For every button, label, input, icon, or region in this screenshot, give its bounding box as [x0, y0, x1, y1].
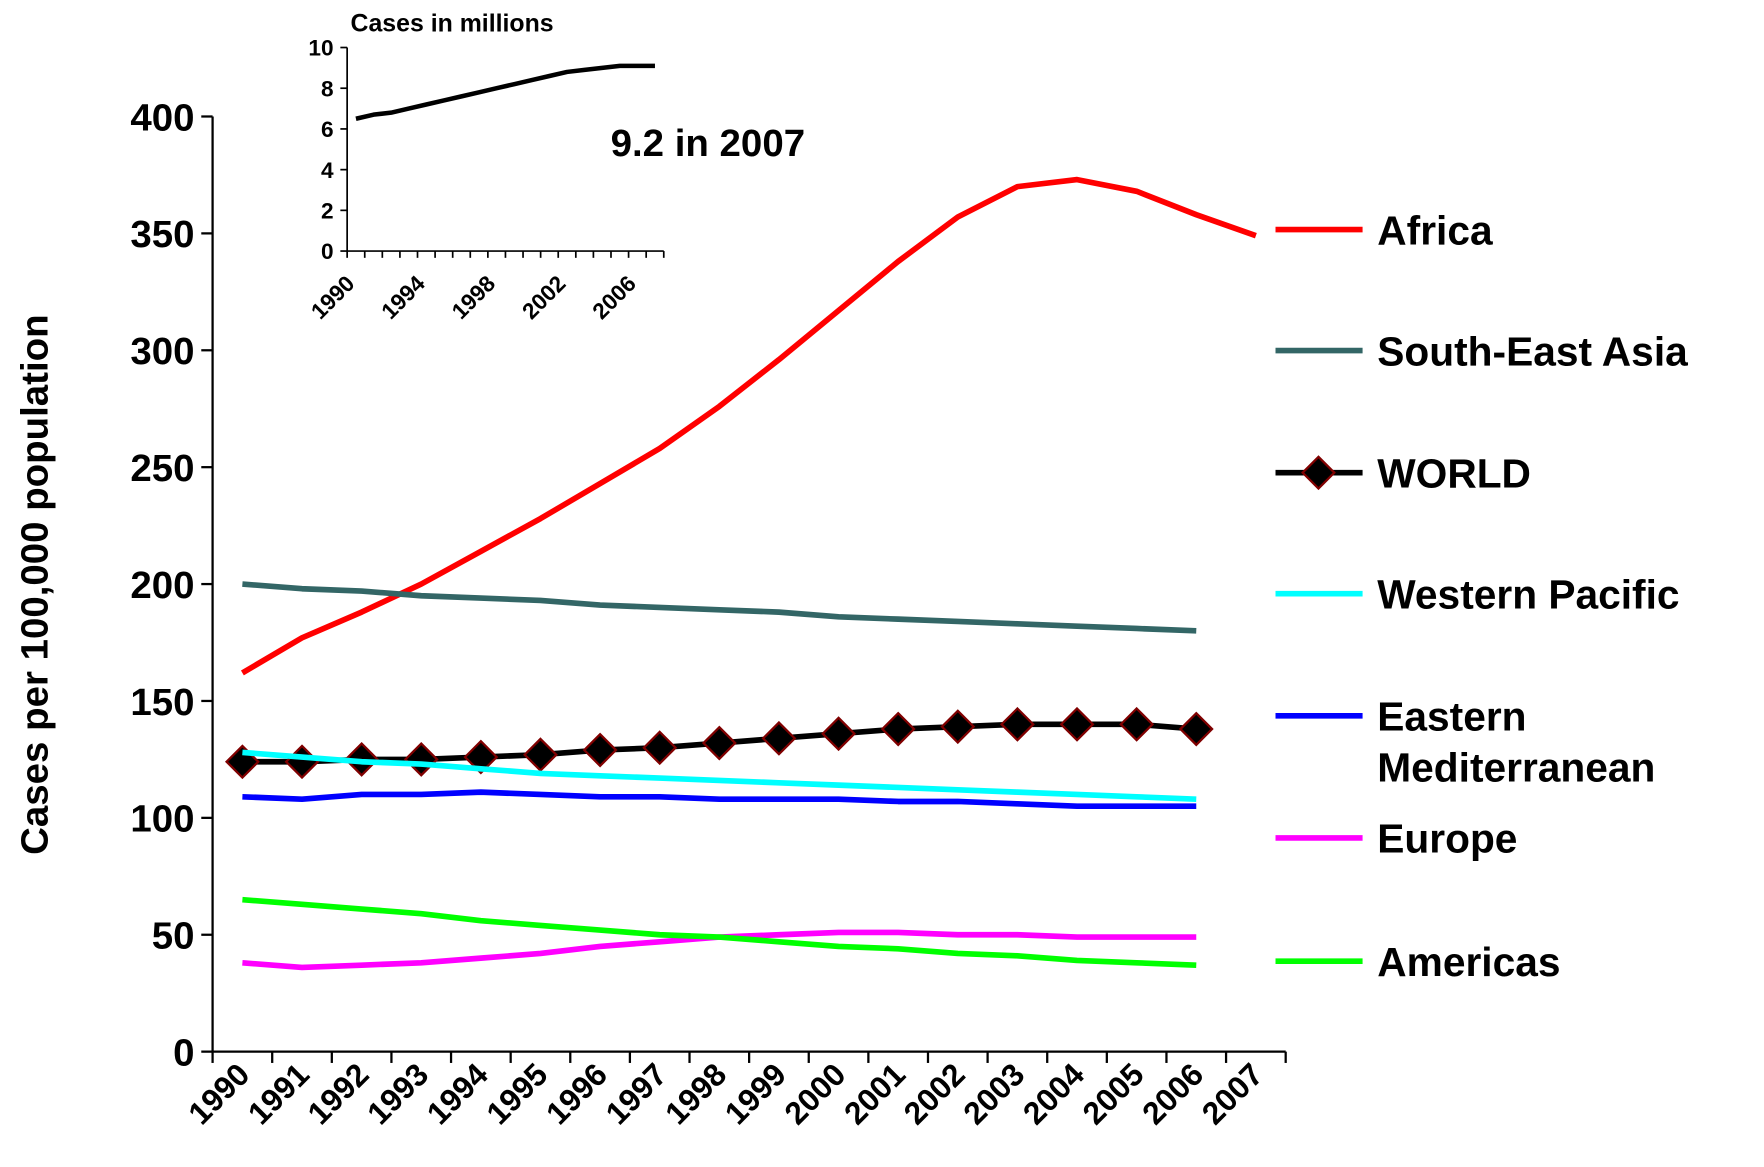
x-tick-label: 1992 [300, 1056, 375, 1131]
marker [1059, 706, 1095, 742]
y-tick-label: 250 [130, 447, 194, 490]
x-tick-label: 2005 [1075, 1056, 1150, 1131]
x-tick-label: 1994 [420, 1056, 496, 1132]
marker [761, 720, 797, 756]
x-tick-label: 1998 [658, 1056, 733, 1131]
series-line [240, 176, 1257, 676]
marker [880, 711, 916, 747]
x-tick-label: 2001 [837, 1056, 912, 1131]
x-tick-label: 1994 [377, 271, 431, 325]
series-line [242, 896, 1197, 968]
x-tick-label: 1991 [241, 1056, 316, 1131]
marker [701, 725, 737, 761]
x-tick-label: 1999 [718, 1056, 793, 1131]
x-tick-label: 1990 [306, 271, 359, 324]
x-tick-label: 2004 [1016, 1056, 1092, 1132]
x-tick-label: 2006 [588, 271, 641, 324]
y-tick-label: 150 [130, 681, 194, 724]
x-tick-label: 1995 [479, 1056, 554, 1131]
x-tick-label: 2006 [1135, 1056, 1210, 1131]
legend-label: Western Pacific [1377, 571, 1679, 617]
legend-label: Americas [1377, 939, 1560, 985]
series-line [242, 789, 1197, 809]
y-tick-label: 50 [152, 915, 195, 958]
marker [940, 709, 976, 745]
legend-label: Europe [1377, 816, 1517, 862]
legend-label: WORLD [1377, 450, 1531, 496]
series-line [242, 749, 1197, 802]
y-tick-label: 0 [173, 1031, 194, 1074]
y-tick-label: 400 [130, 96, 194, 139]
legend-marker [1301, 455, 1336, 491]
marker [523, 737, 558, 773]
marker [284, 744, 320, 780]
series-line [355, 63, 655, 121]
y-tick-label: 8 [321, 76, 334, 101]
series-line [242, 581, 1197, 634]
y-tick-label: 0 [321, 239, 334, 264]
marker [821, 716, 856, 752]
annotation: 9.2 in 2007 [611, 122, 805, 165]
y-tick-label: 4 [321, 158, 334, 183]
y-axis-label: Cases per 100,000 population [13, 314, 56, 854]
marker [1119, 706, 1155, 742]
y-tick-label: 200 [130, 564, 194, 607]
y-tick-label: 2 [321, 198, 334, 223]
legend-label: Eastern Mediterranean [1377, 693, 1655, 790]
x-tick-label: 1996 [539, 1056, 614, 1131]
inset-title: Cases in millions [351, 10, 554, 38]
marker [403, 741, 439, 777]
x-tick-label: 1998 [447, 271, 500, 324]
x-tick-label: 1993 [360, 1056, 435, 1131]
legend-label: Africa [1377, 207, 1493, 253]
x-tick-label: 1997 [598, 1056, 673, 1131]
y-tick-label: 100 [130, 798, 194, 841]
x-tick-label: 2007 [1195, 1056, 1270, 1131]
marker [582, 732, 618, 768]
y-tick-label: 350 [130, 213, 194, 256]
y-tick-label: 300 [130, 330, 194, 373]
x-tick-label: 2000 [777, 1056, 852, 1131]
y-tick-label: 6 [321, 117, 334, 142]
y-tick-label: 10 [308, 36, 333, 61]
marker [999, 706, 1035, 742]
x-tick-label: 2002 [897, 1056, 972, 1131]
x-tick-label: 2003 [956, 1056, 1031, 1131]
x-tick-label: 2002 [517, 271, 570, 324]
marker [1178, 711, 1214, 747]
marker [642, 730, 678, 766]
legend-label: South-East Asia [1377, 328, 1688, 374]
marker [463, 739, 499, 775]
